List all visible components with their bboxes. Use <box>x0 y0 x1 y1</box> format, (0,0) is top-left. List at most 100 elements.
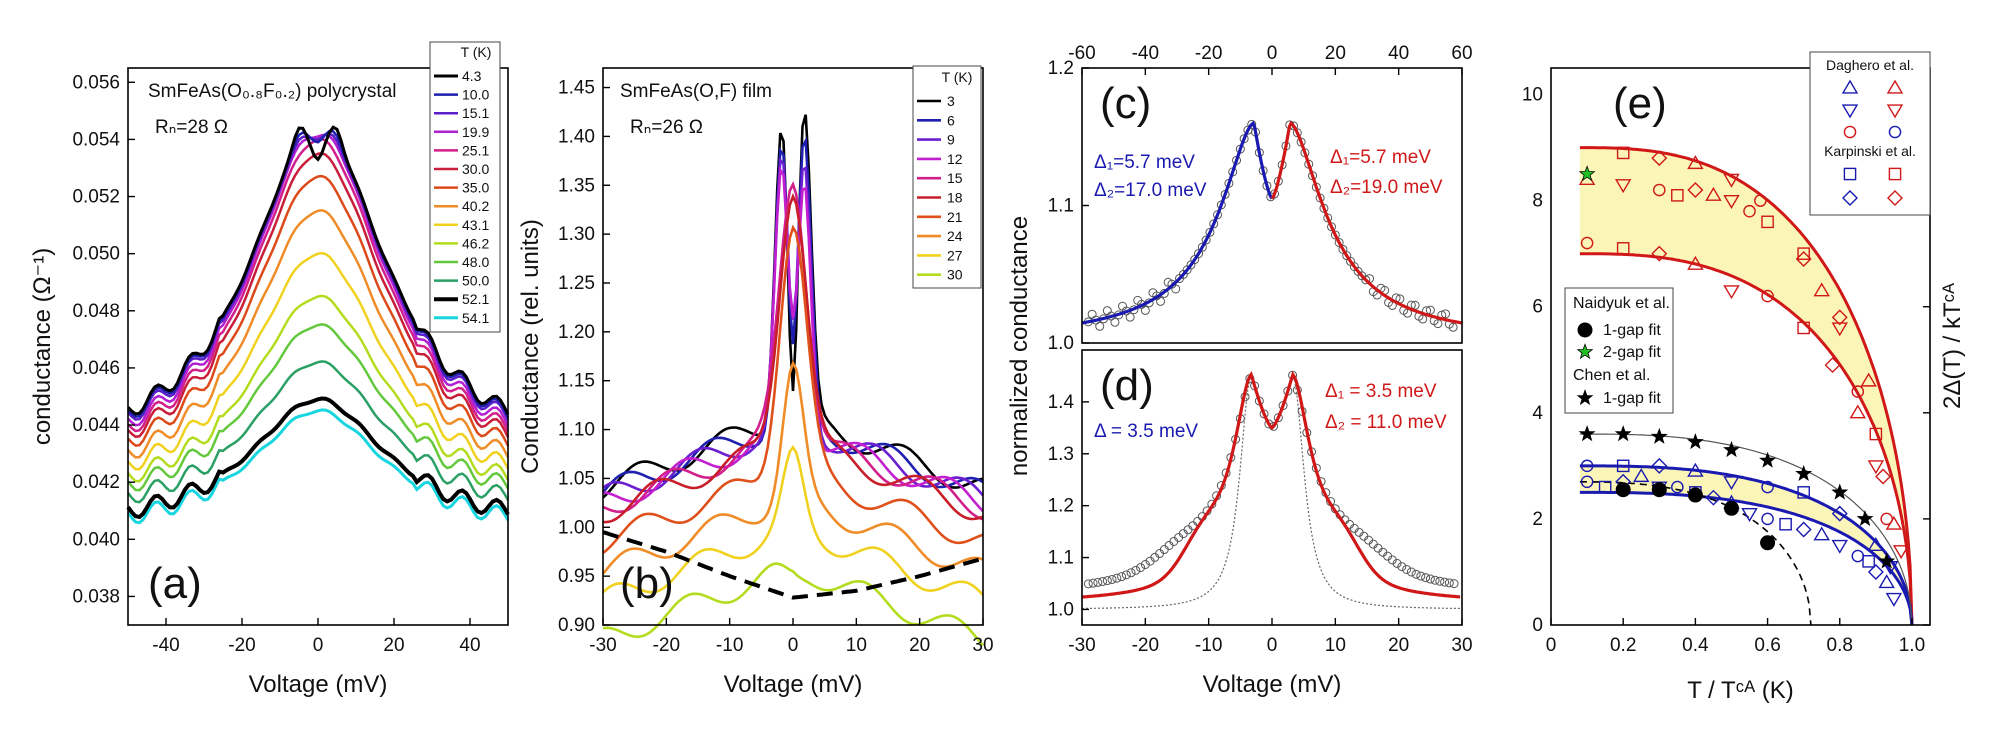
c-right-delta2: Δ₂=19.0 meV <box>1330 177 1443 198</box>
e-red-data-point <box>1723 285 1740 300</box>
e-red-data-point <box>1687 182 1704 198</box>
d-data-point <box>1131 565 1141 575</box>
b-legend-label: 21 <box>947 209 963 225</box>
panel-a: -40 -20 0 20 40 0.038 0.040 0.042 0.044 0.046 0.04… <box>29 41 510 698</box>
c-data-point <box>1125 312 1135 322</box>
a-ytick-label: 0.046 <box>72 358 120 379</box>
d-xtick-label: 30 <box>1451 635 1472 656</box>
e-blue-data-point <box>1580 475 1594 489</box>
series-a-46.2 <box>127 294 510 483</box>
a-annotation-rn: Rₙ=28 Ω <box>155 117 228 138</box>
series-a-40.2 <box>127 209 510 459</box>
c-data-point <box>1171 284 1181 294</box>
b-legend-label: 9 <box>947 132 955 148</box>
series-b-24 <box>601 360 984 575</box>
e-ytick-label: 0 <box>1532 615 1543 636</box>
b-ytick-label: 1.30 <box>558 224 595 245</box>
e-legend-marker <box>1886 104 1904 119</box>
e-blue-data-point <box>1851 549 1865 563</box>
e-blue-data-point <box>1867 563 1884 580</box>
b-xtick-label: 0 <box>788 635 799 656</box>
a-xtick-label: 20 <box>383 635 404 656</box>
d-data-point <box>1406 567 1416 577</box>
d-right-delta1: Δ₁ = 3.5 meV <box>1325 381 1437 402</box>
d-left-delta: Δ = 3.5 meV <box>1094 421 1198 442</box>
a-legend-label: 19.9 <box>462 124 489 140</box>
e-legend-marker <box>1576 389 1594 406</box>
d-data-point <box>1440 577 1450 587</box>
e-blue-data-point <box>1580 459 1594 473</box>
a-xlabel: Voltage (mV) <box>249 671 388 698</box>
c-right-fit-curve <box>1270 120 1463 325</box>
a-ytick-label: 0.052 <box>72 187 120 208</box>
e-legend-box-authors <box>1809 51 1931 216</box>
b-ytick-label: 0.90 <box>558 615 595 636</box>
e-red-data-point <box>1743 204 1756 218</box>
e-panel-label: (e) <box>1613 79 1667 128</box>
b-xtick-label: 10 <box>846 635 867 656</box>
e-ytick-label: 8 <box>1532 191 1543 212</box>
d-data-point <box>1088 578 1098 588</box>
b-legend-label: 15 <box>947 170 963 186</box>
e-chen-data-point <box>1878 552 1896 569</box>
series-a-19.9 <box>127 133 510 427</box>
e-red-data-point <box>1869 427 1883 441</box>
d-data-point <box>1264 419 1274 429</box>
e-red-data-point <box>1797 321 1810 335</box>
e-ytick-label: 2 <box>1532 509 1543 530</box>
e-naidyuk-2gap-point <box>1578 165 1596 182</box>
e-blue-data-point <box>1616 459 1630 473</box>
b-xlabel: Voltage (mV) <box>724 671 863 698</box>
b-legend-label: 18 <box>947 190 963 206</box>
c-xtick-label: -40 <box>1132 43 1159 64</box>
e-chen-data-point <box>1614 425 1632 442</box>
b-ytick-label: 0.95 <box>558 566 595 587</box>
c-left-delta2: Δ₂=17.0 meV <box>1094 180 1207 201</box>
e-legend-naidyuk: Naidyuk et al. <box>1573 295 1670 312</box>
series-a-15.1 <box>127 132 510 421</box>
e-blue-band-fill <box>1579 465 1912 625</box>
e-blue-data-point <box>1862 555 1875 568</box>
d-two-gap-fit-curve <box>1081 370 1461 599</box>
e-naidyuk-data-point <box>1615 482 1631 498</box>
e-naidyuk-data-point <box>1687 487 1703 503</box>
d-ytick-label: 1.3 <box>1048 444 1074 465</box>
c-xtick-label: 60 <box>1451 43 1472 64</box>
series-a-54.1 <box>126 408 510 525</box>
d-data-point <box>1421 573 1431 583</box>
b-ytick-label: 1.25 <box>558 273 595 294</box>
e-red-data-point <box>1616 146 1630 160</box>
b-ytick-label: 1.05 <box>558 468 595 489</box>
d-data-point <box>1093 577 1103 587</box>
e-legend-1gap: 1-gap fit <box>1603 322 1661 339</box>
b-xtick-label: -10 <box>716 635 743 656</box>
e-legend-karpinski: Karpinski et al. <box>1824 143 1916 159</box>
series-a-50.0 <box>127 360 510 504</box>
a-xtick-label: -40 <box>152 635 179 656</box>
e-legend-marker <box>1886 79 1904 94</box>
b-xtick-label: -20 <box>653 635 680 656</box>
d-data-point <box>1449 579 1459 589</box>
b-annotation-rn: Rₙ=26 Ω <box>630 117 703 138</box>
d-data-point <box>1140 560 1150 570</box>
e-legend-marker <box>1888 167 1902 181</box>
panel-c: -60 -40 -20 0 20 40 60 1.0 1.1 1.2 (c) Δ₁=5.7 meV Δ₂… <box>1048 43 1473 354</box>
e-red-data-point <box>1616 242 1630 255</box>
e-red-data-point <box>1651 150 1668 167</box>
b-legend-label: 30 <box>947 267 963 283</box>
a-ylabel: conductance (Ω⁻¹) <box>29 248 56 445</box>
e-red-data-point <box>1671 189 1684 202</box>
a-legend-label: 48.0 <box>462 254 489 270</box>
a-ytick-label: 0.040 <box>72 529 120 550</box>
d-data-point <box>1083 579 1093 589</box>
d-right-delta2: Δ₂ = 11.0 meV <box>1325 412 1447 433</box>
e-chen-data-point <box>1795 464 1813 481</box>
c-data-point <box>1247 119 1257 129</box>
d-data-point <box>1425 574 1435 584</box>
e-xtick-label: 0.4 <box>1682 635 1709 656</box>
a-legend-label: 52.1 <box>462 291 489 307</box>
e-red-data-point <box>1885 515 1903 530</box>
b-annotation-sample: SmFeAs(O,F) film <box>620 81 772 102</box>
b-legend-label: 24 <box>947 228 963 244</box>
